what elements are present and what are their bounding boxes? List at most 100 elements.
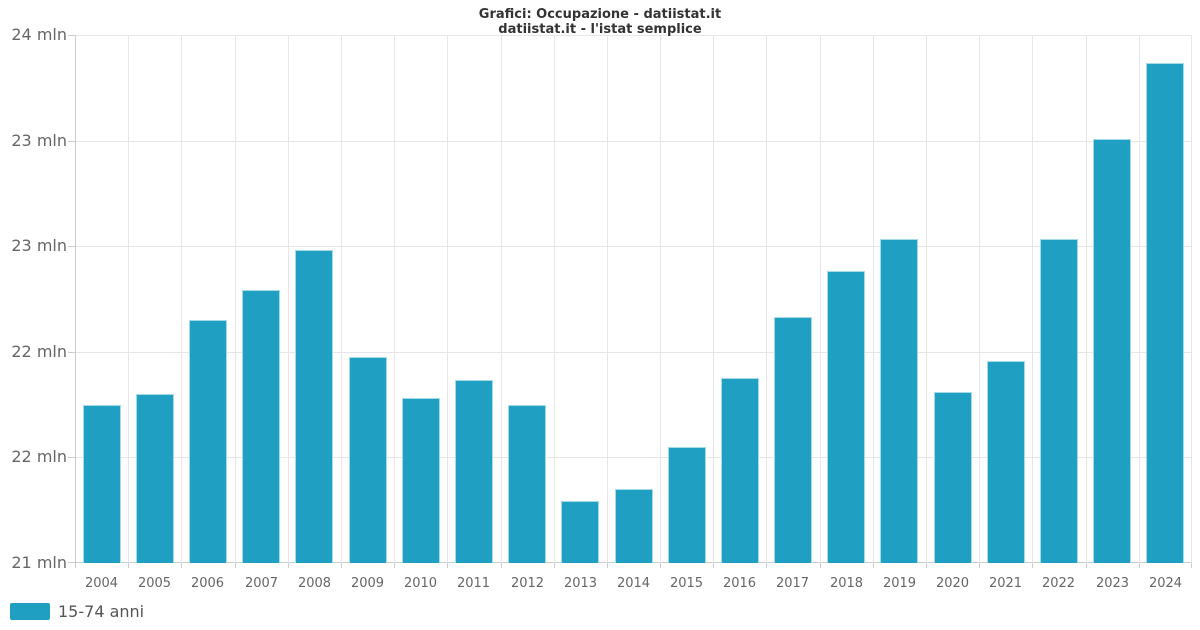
x-axis-tick xyxy=(1191,563,1192,568)
x-axis-tick xyxy=(235,563,236,568)
y-gridline xyxy=(75,352,1192,353)
y-axis-label: 22 mln xyxy=(11,342,67,361)
x-gridline xyxy=(447,35,448,563)
bar-2010[interactable] xyxy=(402,398,440,563)
x-gridline xyxy=(713,35,714,563)
y-axis-label: 22 mln xyxy=(11,447,67,466)
y-axis-label: 24 mln xyxy=(11,25,67,44)
x-axis-label-2024: 2024 xyxy=(1148,576,1183,591)
y-axis-tick xyxy=(68,35,75,36)
bar-2024[interactable] xyxy=(1146,63,1184,563)
x-gridline xyxy=(235,35,236,563)
bar-2005[interactable] xyxy=(136,394,174,563)
x-axis-label-2018: 2018 xyxy=(829,576,864,591)
bar-2008[interactable] xyxy=(295,250,333,563)
bar-2023[interactable] xyxy=(1093,139,1131,563)
y-gridline xyxy=(75,141,1192,142)
x-axis-tick xyxy=(660,563,661,568)
x-gridline xyxy=(554,35,555,563)
x-axis-tick xyxy=(288,563,289,568)
bar-2022[interactable] xyxy=(1040,239,1078,563)
bar-2007[interactable] xyxy=(242,290,280,563)
x-axis-tick xyxy=(447,563,448,568)
x-gridline xyxy=(820,35,821,563)
y-axis-line xyxy=(75,35,76,563)
x-axis-label-2016: 2016 xyxy=(722,576,757,591)
x-axis-label-2017: 2017 xyxy=(775,576,810,591)
y-gridline xyxy=(75,457,1192,458)
x-axis-label-2008: 2008 xyxy=(297,576,332,591)
x-axis-label-2023: 2023 xyxy=(1095,576,1130,591)
x-axis-label-2006: 2006 xyxy=(190,576,225,591)
x-axis-tick xyxy=(1086,563,1087,568)
x-axis-label-2004: 2004 xyxy=(84,576,119,591)
x-axis-tick xyxy=(926,563,927,568)
bar-2013[interactable] xyxy=(561,501,599,563)
x-axis-label-2014: 2014 xyxy=(616,576,651,591)
x-axis-tick xyxy=(607,563,608,568)
y-gridline xyxy=(75,35,1192,36)
y-axis-tick xyxy=(68,562,75,563)
x-gridline xyxy=(1086,35,1087,563)
x-axis-label-2013: 2013 xyxy=(563,576,598,591)
y-axis-label: 23 mln xyxy=(11,131,67,150)
x-gridline xyxy=(873,35,874,563)
x-axis-tick xyxy=(1139,563,1140,568)
x-axis-label-2007: 2007 xyxy=(244,576,279,591)
x-axis-tick xyxy=(341,563,342,568)
x-axis-label-2005: 2005 xyxy=(137,576,172,591)
x-axis-tick xyxy=(181,563,182,568)
legend-item-label[interactable]: 15-74 anni xyxy=(58,602,145,621)
bar-2006[interactable] xyxy=(189,320,227,563)
x-axis-tick xyxy=(873,563,874,568)
y-axis-label: 23 mln xyxy=(11,236,67,255)
x-gridline xyxy=(1032,35,1033,563)
x-axis-tick xyxy=(128,563,129,568)
plot-area: 24 mln 23 mln 23 mln 22 mln 22 mln 21 mln 2004… xyxy=(11,26,1192,591)
x-gridline xyxy=(181,35,182,563)
x-gridline xyxy=(1191,35,1192,563)
bar-2016[interactable] xyxy=(721,378,759,563)
x-axis-label-2015: 2015 xyxy=(669,576,704,591)
bar-2015[interactable] xyxy=(668,447,706,563)
x-axis-tick xyxy=(501,563,502,568)
bar-2014[interactable] xyxy=(615,489,653,563)
x-axis-label-2019: 2019 xyxy=(882,576,917,591)
bar-2020[interactable] xyxy=(934,392,972,563)
bar-2018[interactable] xyxy=(827,271,865,563)
x-axis-label-2012: 2012 xyxy=(510,576,545,591)
bar-2019[interactable] xyxy=(880,239,918,563)
bar-2009[interactable] xyxy=(349,357,387,563)
chart-title-block: Grafici: Occupazione - datiistat.it dati… xyxy=(0,7,1200,37)
x-axis-tick xyxy=(75,563,76,568)
x-gridline xyxy=(979,35,980,563)
x-gridline xyxy=(766,35,767,563)
x-axis-label-2021: 2021 xyxy=(988,576,1023,591)
x-gridline xyxy=(394,35,395,563)
bar-2011[interactable] xyxy=(455,380,493,563)
x-axis-label-2022: 2022 xyxy=(1041,576,1076,591)
legend-swatch[interactable] xyxy=(10,603,50,620)
x-gridline xyxy=(1139,35,1140,563)
bar-2004[interactable] xyxy=(83,405,121,563)
y-gridline xyxy=(75,246,1192,247)
y-axis-tick xyxy=(68,141,75,142)
x-gridline xyxy=(341,35,342,563)
y-axis-tick xyxy=(68,352,75,353)
y-axis-tick xyxy=(68,457,75,458)
chart-title: Grafici: Occupazione - datiistat.it xyxy=(478,7,722,22)
x-axis-label-2011: 2011 xyxy=(456,576,491,591)
x-gridline xyxy=(660,35,661,563)
x-gridline xyxy=(128,35,129,563)
y-axis-label: 21 mln xyxy=(11,553,67,572)
bar-2012[interactable] xyxy=(508,405,546,563)
x-axis-tick xyxy=(394,563,395,568)
bar-2021[interactable] xyxy=(987,361,1025,563)
bar-2017[interactable] xyxy=(774,317,812,563)
x-axis-label-2009: 2009 xyxy=(350,576,385,591)
y-axis-tick xyxy=(68,246,75,247)
chart-subtitle: datiistat.it - l'istat semplice xyxy=(498,22,702,37)
x-axis-tick xyxy=(554,563,555,568)
x-axis-tick xyxy=(1032,563,1033,568)
